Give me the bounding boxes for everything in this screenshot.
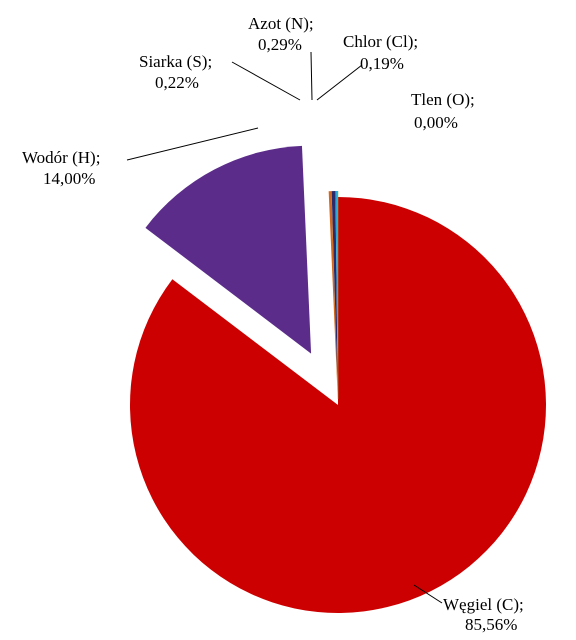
label-azot-name: Azot (N); — [248, 14, 314, 33]
slice-labels: Węgiel (C); 85,56% Wodór (H); 14,00% Sia… — [22, 14, 524, 634]
leader-chlor — [316, 64, 363, 101]
pie-slices — [129, 145, 547, 613]
label-tlen-value: 0,00% — [414, 113, 458, 132]
slice-chlor — [335, 191, 338, 400]
label-chlor-value: 0,19% — [360, 54, 404, 73]
label-tlen-name: Tlen (O); — [411, 90, 475, 109]
slice-wegiel — [129, 197, 547, 613]
label-wodor-name: Wodór (H); — [22, 148, 100, 167]
label-azot-value: 0,29% — [258, 35, 302, 54]
label-siarka-value: 0,22% — [155, 73, 199, 92]
label-wegiel-name: Węgiel (C); — [443, 595, 524, 614]
leader-wegiel — [413, 584, 443, 604]
slice-wodor — [145, 145, 312, 354]
label-siarka-name: Siarka (S); — [139, 52, 212, 71]
leader-wodor — [126, 127, 259, 161]
label-wegiel-value: 85,56% — [465, 615, 517, 634]
slice-azot — [331, 191, 338, 400]
leader-siarka — [231, 61, 301, 101]
leader-azot — [310, 51, 313, 101]
label-chlor-name: Chlor (Cl); — [343, 32, 418, 51]
label-wodor-value: 14,00% — [43, 169, 95, 188]
slice-siarka — [328, 191, 338, 400]
leader-lines — [126, 51, 443, 604]
